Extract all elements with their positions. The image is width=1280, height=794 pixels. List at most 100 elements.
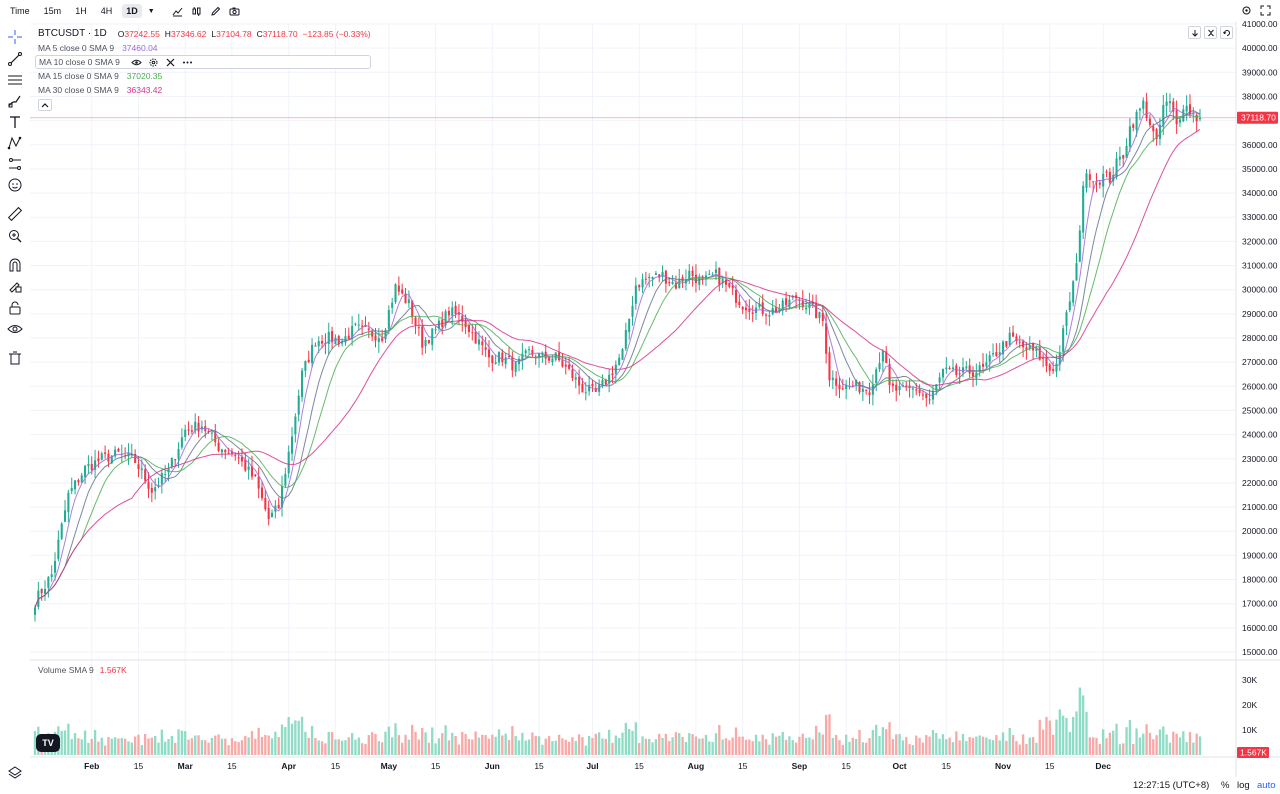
auto-toggle[interactable]: auto	[1257, 780, 1276, 791]
chart-type-icon[interactable]	[171, 5, 184, 18]
magnet-icon[interactable]	[6, 256, 24, 274]
fullscreen-icon[interactable]	[1259, 4, 1272, 17]
volume-bar	[564, 739, 567, 755]
timeframe-1d[interactable]: 1D	[122, 4, 142, 18]
volume-bar	[184, 731, 187, 755]
ma5-row[interactable]: MA 5 close 0 SMA 9 37460.04	[38, 41, 371, 55]
volume-bar	[117, 738, 120, 755]
candle-body	[197, 422, 200, 432]
candle-body	[1008, 332, 1011, 345]
candle-body	[451, 307, 454, 316]
smiley-icon[interactable]	[6, 176, 24, 194]
ruler-icon[interactable]	[6, 205, 24, 223]
volume-bar	[1028, 737, 1031, 755]
volume-bar	[1075, 711, 1078, 755]
candle-body	[230, 451, 233, 454]
candle-body	[474, 331, 477, 344]
candle-body	[1088, 174, 1091, 181]
layers-icon[interactable]	[6, 764, 24, 782]
candle-body	[344, 336, 347, 343]
volume-bar	[220, 738, 224, 755]
close-icon[interactable]	[164, 56, 177, 69]
volume-bar	[180, 730, 184, 755]
candle-body	[1062, 328, 1065, 352]
pattern-icon[interactable]	[6, 134, 24, 152]
volume-bar	[541, 744, 544, 755]
prediction-icon[interactable]	[6, 155, 24, 173]
volume-bar	[127, 741, 130, 755]
timeframe-15m[interactable]: 15m	[43, 6, 62, 16]
candle-body	[838, 384, 841, 390]
candles-icon[interactable]	[190, 5, 203, 18]
candle-body	[1055, 363, 1058, 372]
volume-bar	[1001, 732, 1005, 755]
timeframe-1h[interactable]: 1H	[75, 6, 87, 16]
eye-icon[interactable]	[130, 56, 143, 69]
time-tick-label: Oct	[892, 761, 906, 771]
log-toggle[interactable]: log	[1237, 780, 1250, 791]
camera-icon[interactable]	[228, 5, 241, 18]
crosshair-icon[interactable]	[6, 28, 24, 46]
volume-bar	[60, 730, 63, 755]
candle-body	[1118, 156, 1121, 160]
collapse-legend-button[interactable]	[38, 99, 52, 111]
volume-bar	[200, 739, 204, 755]
volume-bar	[658, 733, 661, 755]
lock-icon[interactable]	[6, 299, 24, 317]
percent-toggle[interactable]: %	[1221, 780, 1230, 791]
volume-bar	[1045, 716, 1048, 755]
volume-bar	[370, 732, 374, 755]
candle-body	[641, 279, 644, 288]
volume-bar	[621, 732, 624, 755]
settings-icon[interactable]	[1240, 4, 1253, 17]
brush-icon[interactable]	[6, 92, 24, 110]
volume-bar	[881, 727, 885, 755]
gear-icon[interactable]	[147, 56, 160, 69]
timeframe-4h[interactable]: 4H	[100, 6, 113, 16]
chart-controls	[1188, 26, 1233, 39]
trash-icon[interactable]	[6, 349, 24, 367]
volume-bar	[814, 725, 818, 755]
volume-bar	[1018, 744, 1021, 755]
pencil-icon[interactable]	[209, 5, 222, 18]
volume-bar	[194, 735, 197, 755]
volume-legend[interactable]: Volume SMA 9 1.567K	[38, 665, 127, 675]
fib-retracement-icon[interactable]	[6, 71, 24, 89]
ma-line	[34, 108, 1201, 608]
ma5-value: 37460.04	[122, 43, 158, 53]
volume-bar	[177, 729, 180, 755]
volume-bar	[254, 738, 257, 755]
tradingview-logo[interactable]: TV	[36, 734, 60, 752]
volume-bar	[387, 726, 391, 755]
ma10-row[interactable]: MA 10 close 0 SMA 9	[35, 55, 371, 69]
eye-icon[interactable]	[6, 320, 24, 338]
zoom-in-icon[interactable]	[6, 227, 24, 245]
volume-bar	[217, 734, 220, 755]
volume-bar	[504, 733, 507, 755]
ma15-row[interactable]: MA 15 close 0 SMA 9 37020.35	[38, 69, 371, 83]
collapse-pane-icon[interactable]	[1204, 26, 1217, 39]
candle-body	[868, 392, 871, 395]
high-label: H	[164, 29, 171, 39]
ma30-row[interactable]: MA 30 close 0 SMA 9 36343.42	[38, 83, 371, 97]
scroll-down-icon[interactable]	[1188, 26, 1201, 39]
volume-bar	[534, 735, 537, 755]
reset-icon[interactable]	[1220, 26, 1233, 39]
more-icon[interactable]	[181, 56, 194, 69]
text-icon[interactable]	[6, 113, 24, 131]
candle-body	[651, 276, 654, 279]
lock-drawing-icon[interactable]	[6, 277, 24, 295]
volume-bar	[1081, 695, 1085, 755]
time-tick-label: 15	[1045, 761, 1055, 771]
candle-body	[401, 289, 404, 294]
axes: 15000.00 16000.00 17000.00 18000.00 19000.00…	[30, 19, 1280, 777]
candle-body	[925, 393, 928, 398]
volume-bar	[1025, 744, 1028, 755]
symbol-label[interactable]: BTCUSDT · 1D	[38, 28, 107, 39]
volume-bar	[818, 732, 821, 755]
timeframe-dropdown-icon[interactable]: ▼	[147, 7, 155, 15]
volume-bar	[771, 733, 774, 755]
candle-body	[758, 304, 761, 307]
trend-line-icon[interactable]	[6, 50, 24, 68]
